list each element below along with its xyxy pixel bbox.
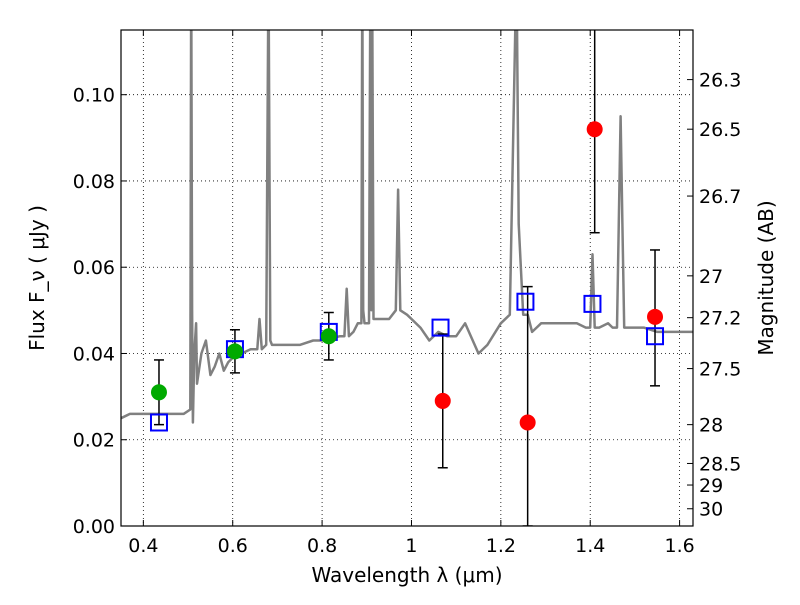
x-tick-label: 0.8 (307, 535, 337, 557)
photometry-point (150, 384, 167, 401)
y-tick-label: 0.00 (73, 516, 115, 538)
y-tick-label: 0.06 (73, 257, 115, 279)
x-tick-label: 0.4 (128, 535, 158, 557)
ticks: 0.4 0.6 0.8 1 1.2 1.4 1.6 0.00 0.02 0.04 0.06 0.08 0… (73, 30, 741, 557)
plot-background (121, 30, 693, 526)
x-tick-label: 1.2 (486, 535, 516, 557)
x-tick-label: 1.4 (575, 535, 605, 557)
y2-tick-label: 28 (699, 415, 723, 437)
model-square-marker (583, 294, 602, 313)
model-square-marker (646, 327, 665, 346)
model-square-marker (431, 318, 450, 337)
x-tick-label: 0.6 (218, 535, 248, 557)
photometry-point (586, 121, 603, 138)
model-square-marker (516, 292, 535, 311)
y2-tick-label: 27.5 (699, 359, 741, 381)
y-tick-label: 0.04 (73, 343, 115, 365)
y-axis-label: Flux F_ν ( μJy ) (25, 205, 49, 351)
photometry-point (434, 392, 451, 409)
plot-frame (120, 29, 694, 527)
y-tick-label: 0.08 (73, 171, 115, 193)
y2-tick-label: 26.5 (699, 119, 741, 141)
photometry-point (647, 308, 664, 325)
spectrum-line (121, 30, 693, 424)
y2-tick-label: 26.3 (699, 70, 741, 92)
y2-tick-label: 27.2 (699, 308, 741, 330)
x-tick-label: 1.6 (664, 535, 694, 557)
data-layer (121, 30, 693, 526)
y2-tick-label: 26.7 (699, 186, 741, 208)
y2-tick-label: 28.5 (699, 453, 741, 475)
photometry-point (226, 343, 243, 360)
x-tick-label: 1 (405, 535, 417, 557)
y2-axis-label: Magnitude (AB) (754, 200, 778, 355)
y-tick-label: 0.10 (73, 85, 115, 107)
y2-tick-label: 29 (699, 475, 723, 497)
model-square-marker (149, 413, 168, 432)
y2-tick-label: 27 (699, 266, 723, 288)
y-tick-label: 0.02 (73, 430, 115, 452)
photometry-point (519, 414, 536, 431)
photometry-point (320, 328, 337, 345)
x-axis-label: Wavelength λ (μm) (311, 563, 502, 587)
y2-tick-label: 30 (699, 499, 723, 521)
